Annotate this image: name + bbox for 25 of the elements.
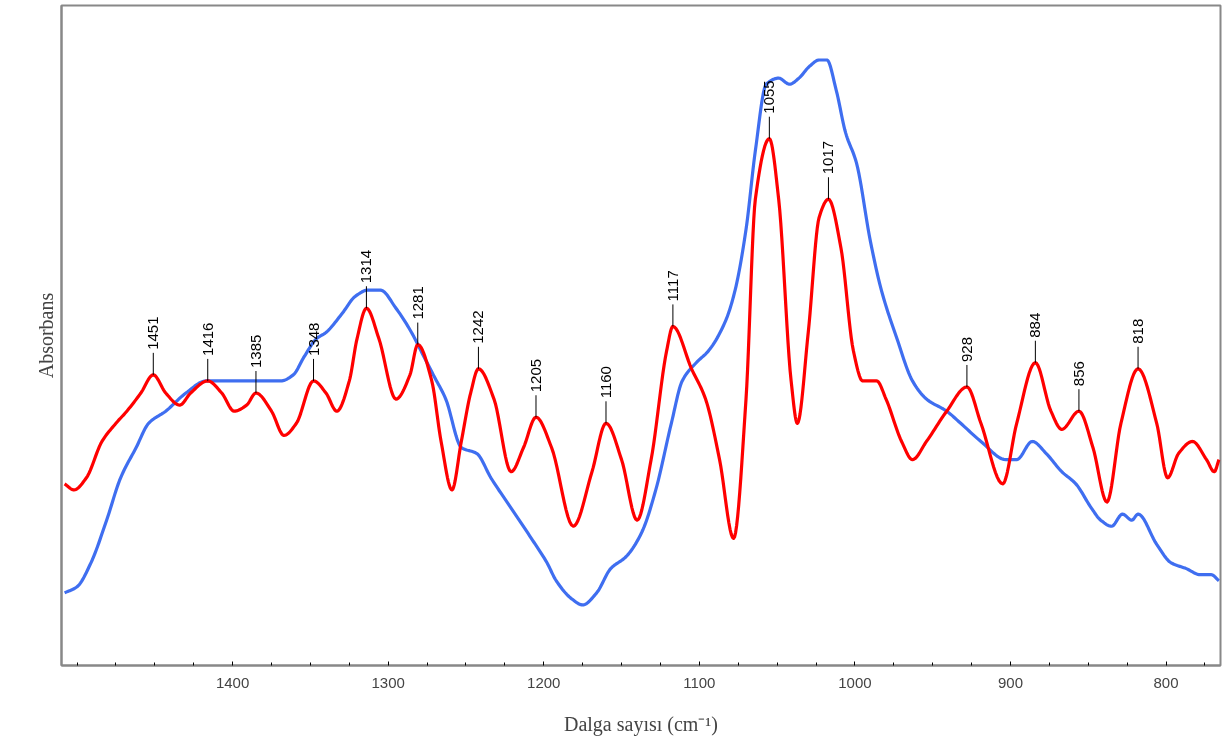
- annotation: 1385: [246, 334, 264, 369]
- annotation: 818: [1129, 318, 1147, 344]
- annotation: 1160: [597, 366, 614, 399]
- annotation: 1451: [144, 316, 162, 350]
- annotation: 1117: [663, 270, 681, 302]
- x-tick-label: 900: [997, 673, 1023, 691]
- x-tick-label: 800: [1153, 673, 1179, 691]
- annotation: 1017: [819, 140, 837, 175]
- y-axis-title: Absorbans: [34, 292, 57, 379]
- x-tick-label: 1000: [838, 673, 872, 691]
- annotation: 928: [957, 336, 975, 362]
- x-tick-label: 1200: [527, 673, 561, 691]
- annotation: 1242: [469, 310, 487, 344]
- annotation: 884: [1026, 312, 1044, 338]
- annotation: 1348: [304, 322, 322, 356]
- x-tick-label: 1300: [371, 673, 405, 691]
- annotation: 1281: [408, 286, 426, 320]
- x-tick-label: 1400: [215, 673, 250, 691]
- annotation: 1055: [760, 80, 778, 114]
- x-tick-label: 1100: [683, 673, 716, 691]
- annotation: 1416: [198, 322, 216, 356]
- annotation: 1205: [526, 358, 544, 393]
- x-axis-title: Dalga sayısı (cm⁻¹): [563, 712, 719, 736]
- annotation: 1314: [357, 249, 375, 284]
- annotation: 856: [1069, 361, 1087, 387]
